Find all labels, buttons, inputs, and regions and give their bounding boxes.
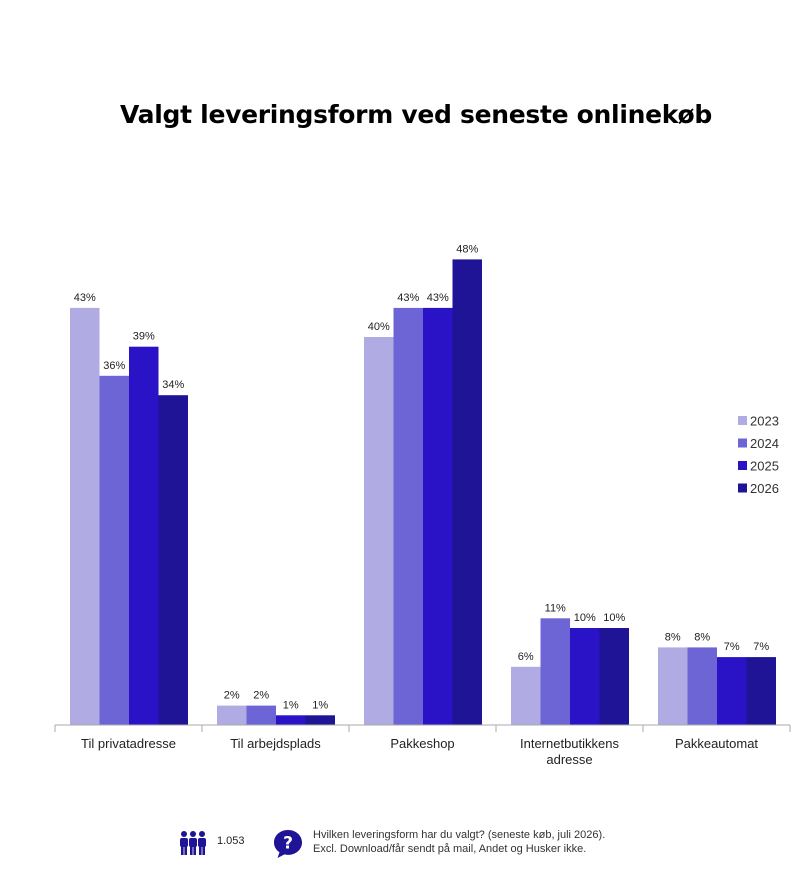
bar-2023-5: [658, 647, 688, 725]
category-label: Pakkeshop: [390, 736, 454, 751]
data-label: 8%: [694, 631, 710, 643]
chart-title: Valgt leveringsform ved seneste onlinekø…: [120, 100, 712, 129]
bar-2023-1: [70, 307, 100, 725]
question-note: Hvilken leveringsform har du valgt? (sen…: [313, 828, 605, 856]
data-label: 7%: [724, 641, 740, 653]
question-bubble-icon: ?: [274, 830, 302, 858]
data-label: 43%: [427, 292, 449, 304]
bar-2024-1: [99, 375, 129, 725]
data-label: 8%: [665, 631, 681, 643]
category-label: Pakkeautomat: [675, 736, 758, 751]
data-label: 7%: [753, 641, 769, 653]
bar-2024-5: [687, 647, 717, 725]
data-label: 43%: [74, 292, 96, 304]
bar-chart: 43% 36% 39% 34% 2% 2% 1% 1% 40% 43% 43% 48% 6% 11% 10%…: [54, 243, 791, 767]
data-label: 10%: [574, 612, 596, 624]
bar-2024-4: [540, 618, 570, 725]
bar-2025-5: [717, 657, 747, 725]
data-label: 39%: [133, 331, 155, 343]
data-label: 34%: [162, 379, 184, 391]
legend-label: 2024: [750, 436, 779, 451]
bar-2025-1: [129, 346, 159, 725]
chart-footer: 1.053 ? Hvilken leveringsform har du val…: [0, 824, 802, 864]
bar-2025-3: [423, 307, 453, 725]
bar-2025-2: [276, 715, 306, 725]
bar-2026-3: [452, 259, 482, 725]
bar-2026-4: [599, 628, 629, 725]
note-line-1: Hvilken leveringsform har du valgt? (sen…: [313, 829, 606, 841]
data-label: 1%: [283, 699, 299, 711]
legend-swatch: [738, 416, 747, 425]
bar-2026-5: [746, 657, 776, 725]
data-label: 2%: [224, 690, 240, 702]
svg-text:?: ?: [283, 834, 293, 854]
people-icon: [180, 831, 206, 855]
data-label: 11%: [545, 602, 566, 614]
bar-2023-4: [511, 666, 541, 725]
data-label: 40%: [368, 321, 390, 333]
data-label: 6%: [518, 651, 534, 663]
category-label: Internetbutikkens adresse: [520, 736, 620, 767]
data-label: 1%: [312, 699, 328, 711]
legend-label: 2023: [750, 414, 779, 429]
note-line-2: Excl. Download/får sendt på mail, Andet …: [313, 843, 587, 855]
legend-swatch: [738, 461, 747, 470]
data-label: 43%: [397, 292, 419, 304]
legend-swatch: [738, 483, 747, 493]
bar-2026-2: [305, 715, 335, 725]
legend-label: 2026: [750, 481, 779, 496]
sample-size: 1.053: [217, 835, 245, 847]
category-label: Til privatadresse: [81, 736, 176, 751]
bar-2025-4: [570, 628, 600, 725]
bar-2024-2: [246, 705, 276, 725]
data-label: 2%: [253, 690, 269, 702]
legend-label: 2025: [750, 459, 779, 474]
bar-2023-3: [364, 337, 394, 725]
bar-2026-1: [158, 395, 188, 725]
data-label: 48%: [456, 243, 478, 255]
data-label: 36%: [103, 360, 125, 372]
bar-2023-2: [217, 705, 247, 725]
legend-swatch: [738, 438, 747, 448]
bar-2024-3: [393, 307, 423, 725]
category-label: Til arbejdsplads: [230, 736, 321, 751]
data-label: 10%: [603, 612, 625, 624]
